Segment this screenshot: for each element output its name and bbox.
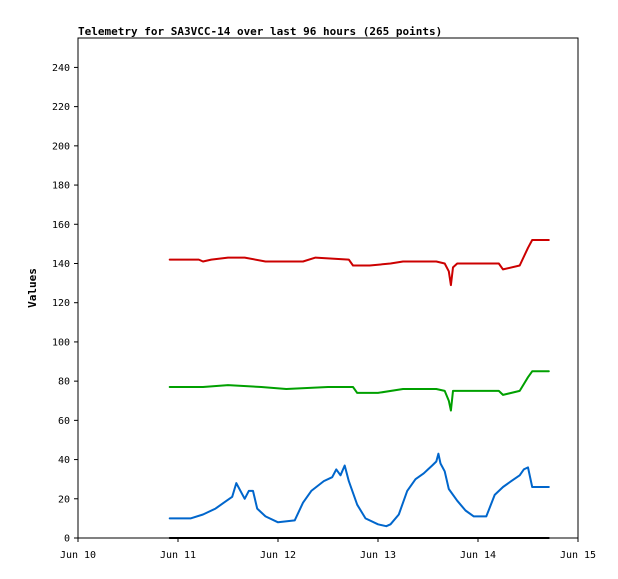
y-tick-label: 180 (52, 181, 70, 192)
series-group (168, 239, 550, 539)
y-tick-label: 20 (58, 494, 70, 505)
series-line-1 (168, 239, 550, 287)
series-line-2 (168, 370, 550, 412)
y-tick-label: 240 (52, 63, 70, 74)
y-tick-label: 40 (58, 455, 70, 466)
series-line-3 (168, 452, 550, 528)
x-tick-label: Jun 11 (160, 550, 196, 561)
y-tick-label: 0 (64, 534, 70, 545)
y-tick-label: 100 (52, 337, 70, 348)
y-axis-label: Values (26, 268, 39, 308)
y-tick-label: 160 (52, 220, 70, 231)
y-tick-label: 200 (52, 141, 70, 152)
x-tick-label: Jun 14 (460, 550, 496, 561)
x-tick-label: Jun 12 (260, 550, 296, 561)
x-tick-label: Jun 15 (560, 550, 596, 561)
x-axis: Jun 10 Jun 11 Jun 12 Jun 13 Jun 14 Jun 15 (60, 538, 596, 561)
y-tick-label: 220 (52, 102, 70, 113)
plot-area (77, 37, 579, 539)
y-tick-label: 140 (52, 259, 70, 270)
y-tick-label: 60 (58, 416, 70, 427)
chart-title: Telemetry for SA3VCC-14 over last 96 hou… (78, 25, 442, 38)
y-tick-label: 120 (52, 298, 70, 309)
y-axis: 0 20 40 60 80 100 120 140 160 180 200 220 240 (52, 63, 78, 545)
y-tick-label: 80 (58, 377, 70, 388)
x-tick-label: Jun 13 (360, 550, 396, 561)
x-tick-label: Jun 10 (60, 550, 96, 561)
